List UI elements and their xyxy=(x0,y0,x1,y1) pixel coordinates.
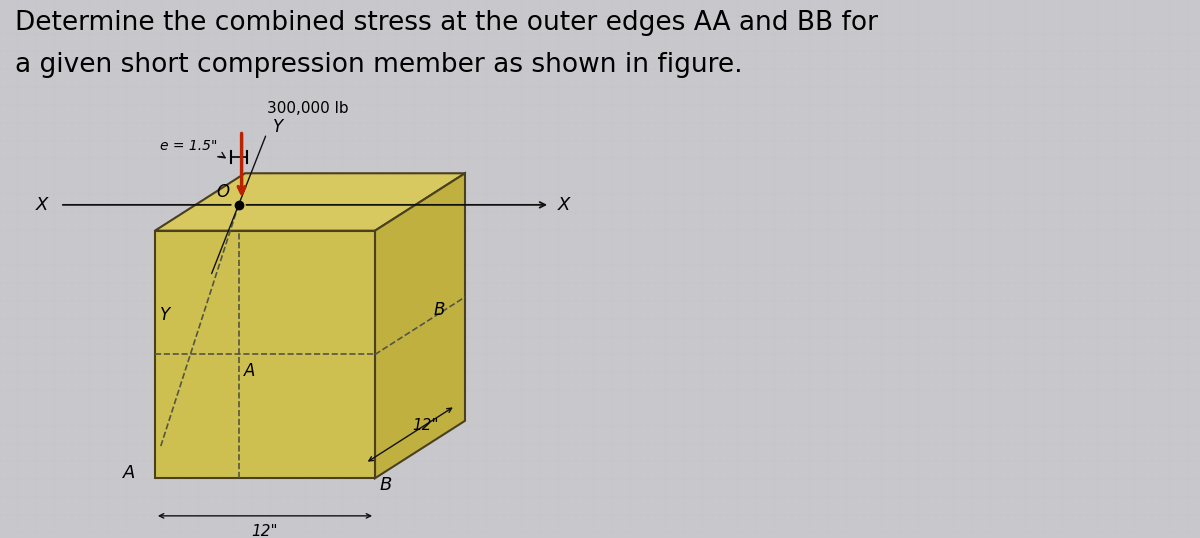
Text: X: X xyxy=(558,196,570,214)
Text: 12": 12" xyxy=(252,523,278,538)
Text: B: B xyxy=(380,476,392,494)
Text: a given short compression member as shown in figure.: a given short compression member as show… xyxy=(14,53,743,79)
Text: O: O xyxy=(216,183,229,201)
Text: B: B xyxy=(434,301,445,319)
Text: e = 1.5": e = 1.5" xyxy=(160,138,217,152)
Polygon shape xyxy=(374,173,466,478)
Text: A: A xyxy=(244,363,254,380)
FancyArrowPatch shape xyxy=(217,152,226,158)
Text: 12": 12" xyxy=(413,419,439,434)
Text: Y: Y xyxy=(160,306,170,324)
Text: Y: Y xyxy=(272,118,283,136)
Text: Determine the combined stress at the outer edges AA and BB for: Determine the combined stress at the out… xyxy=(14,10,878,36)
Text: 300,000 lb: 300,000 lb xyxy=(266,101,348,116)
Polygon shape xyxy=(155,173,466,231)
Polygon shape xyxy=(155,231,374,478)
Text: A: A xyxy=(124,464,136,482)
Text: X: X xyxy=(36,196,48,214)
